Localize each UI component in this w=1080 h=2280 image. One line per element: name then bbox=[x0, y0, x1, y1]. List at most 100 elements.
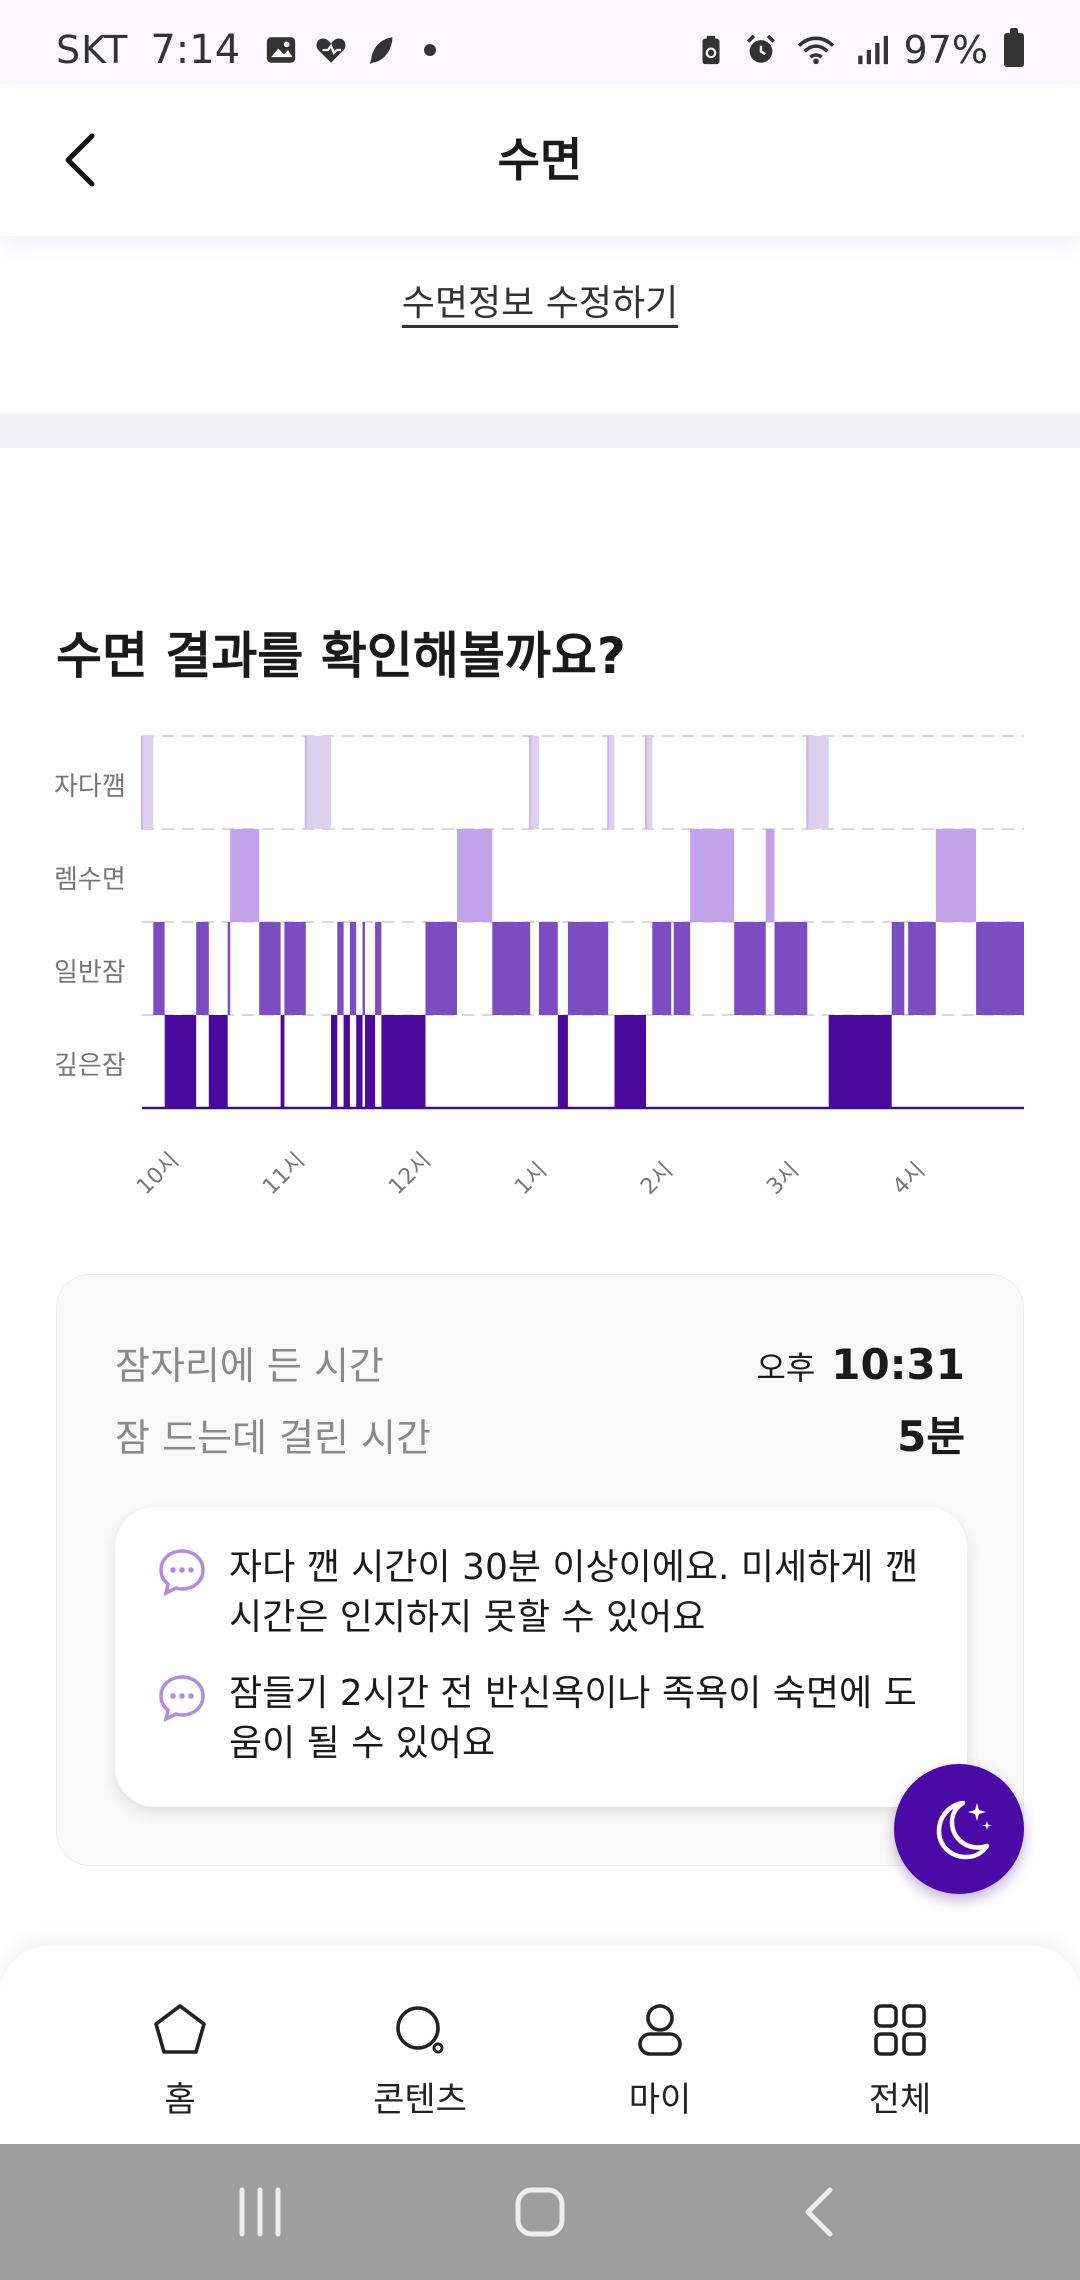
sleep-segment-bar bbox=[734, 922, 766, 1015]
sleep-fab-button[interactable] bbox=[894, 1764, 1024, 1894]
sleep-segment-bar bbox=[230, 829, 260, 922]
sleep-stage-chart-svg bbox=[141, 735, 1024, 1110]
chart-stage-label: 렘수면 bbox=[54, 864, 126, 895]
battery-saver-icon bbox=[702, 35, 720, 65]
sleep-segment-bar bbox=[381, 1015, 426, 1108]
status-left: SKT 7:14 bbox=[56, 27, 437, 73]
sleep-segment-bar bbox=[208, 1015, 228, 1108]
nav-label-my: 마이 bbox=[628, 2080, 692, 2120]
sleep-segment-bar bbox=[614, 1015, 646, 1108]
home-icon bbox=[154, 2004, 206, 2054]
back-icon bbox=[805, 2187, 833, 2237]
wifi-icon bbox=[797, 36, 834, 65]
system-nav-bar bbox=[0, 2144, 1080, 2280]
sleep-segment-bar bbox=[425, 922, 457, 1015]
sleep-segment-bar bbox=[690, 829, 735, 922]
feather-icon bbox=[369, 37, 393, 65]
sleep-segment-bar bbox=[538, 922, 558, 1015]
clock: 7:14 bbox=[150, 27, 241, 73]
sleep-segment-bar bbox=[891, 922, 905, 1015]
sleep-segment-bar bbox=[976, 922, 1024, 1015]
heart-icon bbox=[316, 38, 346, 63]
tip-item: 자다 깬 시간이 30분 이상이에요. 미세하게 깬 시간은 인지하지 못할 수… bbox=[155, 1543, 927, 1643]
sleep-segment-bar bbox=[807, 736, 829, 829]
sleep-tips-box: 자다 깬 시간이 30분 이상이에요. 미세하게 깬 시간은 인지하지 못할 수… bbox=[115, 1507, 967, 1807]
sleep-segment-bar bbox=[557, 1015, 568, 1108]
sleep-segment-bar bbox=[227, 922, 231, 1015]
sleep-segment-bar bbox=[765, 829, 775, 922]
back-button[interactable] bbox=[48, 128, 112, 192]
tip-text: 잠들기 2시간 전 반신욕이나 족욕이 숙면에 도움이 될 수 있어요 bbox=[229, 1673, 917, 1764]
battery-percentage: 97% bbox=[903, 28, 988, 72]
bed-time-row: 잠자리에 든 시간 오후 10:31 bbox=[115, 1335, 965, 1390]
sleep-segment-bar bbox=[362, 922, 365, 1015]
nav-item-home[interactable]: 홈 bbox=[80, 1946, 280, 2144]
sleep-segment-bar bbox=[337, 922, 344, 1015]
tip-item: 잠들기 2시간 전 반신욕이나 족욕이 숙면에 도움이 될 수 있어요 bbox=[155, 1669, 927, 1769]
sleep-segment-bar bbox=[375, 922, 382, 1015]
edit-sleep-info-link-wrap: 수면정보 수정하기 bbox=[0, 274, 1080, 326]
bed-time-ampm: 오후 bbox=[756, 1349, 816, 1387]
sleep-segment-bar bbox=[331, 1015, 338, 1108]
home-system-button[interactable] bbox=[500, 2172, 580, 2252]
sleep-segment-bar bbox=[608, 736, 615, 829]
sleep-segment-bar bbox=[259, 922, 281, 1015]
nav-label-home: 홈 bbox=[164, 2080, 196, 2120]
edit-sleep-info-link[interactable]: 수면정보 수정하기 bbox=[401, 283, 679, 324]
sleep-segment-bar bbox=[365, 1015, 376, 1108]
sleep-segment-bar bbox=[457, 829, 493, 922]
sleep-segment-bar bbox=[349, 922, 357, 1015]
sleep-latency-label: 잠 드는데 걸린 시간 bbox=[115, 1416, 431, 1460]
chart-stage-label: 자다깸 bbox=[54, 771, 126, 802]
sleep-segment-bar bbox=[530, 736, 539, 829]
signal-icon bbox=[857, 35, 888, 65]
chevron-left-icon bbox=[65, 133, 95, 187]
section-divider bbox=[0, 414, 1080, 448]
chart-stage-label: 일반잠 bbox=[54, 957, 126, 988]
sleep-segment-bar bbox=[567, 922, 609, 1015]
sleep-segment-bar bbox=[828, 1015, 892, 1108]
sleep-segment-bar bbox=[646, 736, 653, 829]
bed-time-value-wrap: 오후 10:31 bbox=[756, 1340, 965, 1389]
sleep-segment-bar bbox=[280, 1015, 285, 1108]
sleep-segment-bar bbox=[164, 1015, 197, 1108]
home-button-icon bbox=[515, 2187, 565, 2237]
person-icon bbox=[638, 2004, 682, 2056]
sleep-segment-bar bbox=[305, 736, 331, 829]
recent-apps-icon bbox=[239, 2187, 281, 2237]
nav-item-all[interactable]: 전체 bbox=[800, 1946, 1000, 2144]
chart-stage-label: 깊은잠 bbox=[54, 1050, 126, 1081]
back-system-button[interactable] bbox=[780, 2172, 860, 2252]
nav-item-contents[interactable]: 콘텐츠 bbox=[320, 1946, 520, 2144]
sleep-segment-bar bbox=[652, 922, 672, 1015]
recent-apps-button[interactable] bbox=[220, 2172, 300, 2252]
sleep-summary-card: 잠자리에 든 시간 오후 10:31 잠 드는데 걸린 시간 5분 자다 깬 시… bbox=[56, 1274, 1024, 1866]
bed-time-value: 10:31 bbox=[831, 1340, 965, 1389]
sleep-latency-value: 5분 bbox=[897, 1412, 965, 1461]
grid-icon bbox=[874, 2004, 926, 2056]
nav-label-all: 전체 bbox=[868, 2080, 932, 2120]
alarm-icon bbox=[746, 34, 775, 63]
carrier-label: SKT bbox=[56, 28, 129, 72]
nav-item-my[interactable]: 마이 bbox=[560, 1946, 760, 2144]
page-title: 수면 bbox=[497, 133, 583, 187]
sleep-stage-chart: 자다깸 렘수면 일반잠 깊은잠 10시 11시 12시 1시 2시 3시 4시 bbox=[0, 720, 1080, 1200]
app-header: 수면 bbox=[0, 84, 1080, 236]
sleep-segment-bar bbox=[343, 1015, 350, 1108]
status-right: 97% bbox=[694, 28, 1024, 72]
notification-dot bbox=[424, 44, 437, 56]
sleep-segment-bar bbox=[153, 922, 165, 1015]
gallery-icon bbox=[266, 37, 296, 63]
tip-text: 자다 깬 시간이 30분 이상이에요. 미세하게 깬 시간은 인지하지 못할 수… bbox=[229, 1547, 918, 1638]
battery-icon bbox=[1004, 28, 1024, 67]
section-title: 수면 결과를 확인해볼까요? bbox=[56, 627, 626, 685]
chat-bubble-icon bbox=[159, 1675, 205, 1723]
nav-label-contents: 콘텐츠 bbox=[373, 2080, 467, 2120]
sleep-segment-bar bbox=[774, 922, 808, 1015]
sleep-segment-bar bbox=[284, 922, 306, 1015]
moon-stars-icon bbox=[936, 1800, 992, 1860]
status-bar: SKT 7:14 97% bbox=[0, 0, 1080, 100]
sleep-segment-bar bbox=[356, 1015, 363, 1108]
chat-bubble-icon bbox=[159, 1549, 205, 1597]
sleep-segment-bar bbox=[935, 829, 977, 922]
